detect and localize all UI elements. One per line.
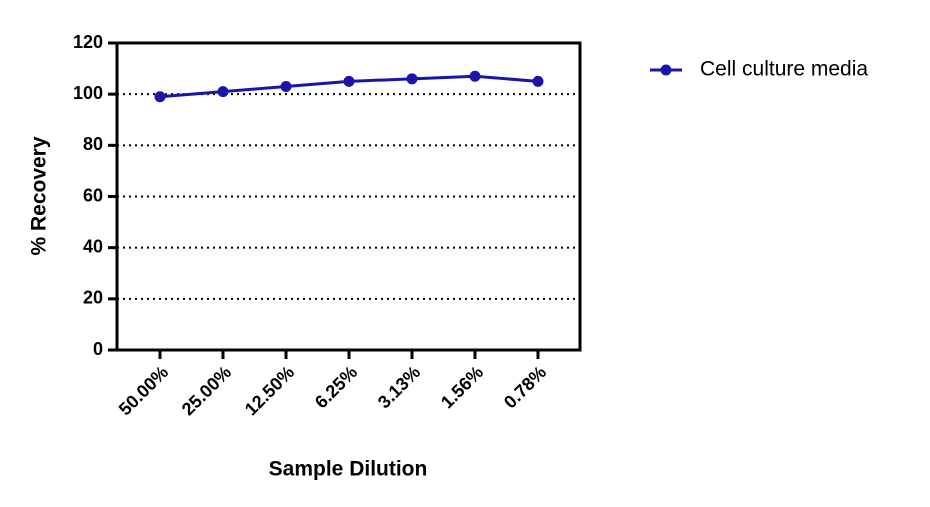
y-tick-label: 120	[73, 32, 103, 52]
x-axis-label: Sample Dilution	[269, 458, 428, 481]
y-tick-label: 80	[83, 134, 103, 154]
data-point	[280, 80, 292, 92]
legend-text: Cell culture media	[700, 58, 868, 81]
x-tick-label: 3.13%	[374, 362, 424, 412]
plot-frame	[115, 41, 582, 352]
data-point	[406, 73, 418, 85]
x-tick-label: 1.56%	[437, 362, 487, 412]
data-point	[469, 70, 481, 82]
x-tick-label: 50.00%	[115, 362, 172, 419]
y-tick-label: 0	[93, 339, 103, 359]
x-tick-label: 12.50%	[241, 362, 298, 419]
x-tick-label: 0.78%	[500, 362, 550, 412]
y-tick-label: 40	[83, 236, 103, 256]
data-point	[217, 86, 229, 98]
x-tick-label: 6.25%	[311, 362, 361, 412]
data-point	[343, 75, 355, 87]
legend-marker	[660, 64, 672, 76]
x-tick-label: 25.00%	[178, 362, 235, 419]
y-tick-label: 20	[83, 288, 103, 308]
y-tick-label: 100	[73, 83, 103, 103]
y-tick-label: 60	[83, 185, 103, 205]
data-point	[154, 91, 166, 103]
data-point	[532, 75, 544, 87]
y-axis-label: % Recovery	[28, 136, 51, 255]
